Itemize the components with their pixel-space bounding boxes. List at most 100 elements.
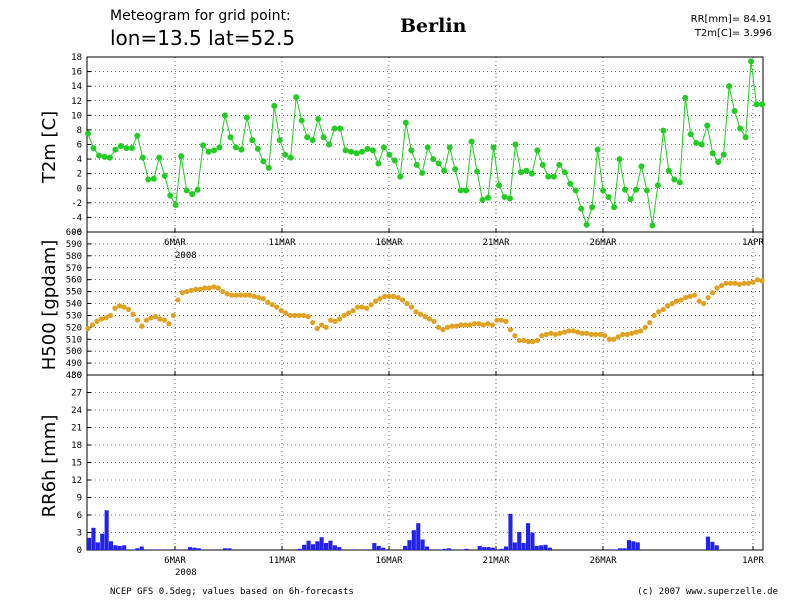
y-tick-label: 590 [66, 240, 82, 250]
t2m-point [490, 144, 497, 151]
t2m-point [485, 194, 492, 201]
h500-point [709, 290, 716, 296]
x-tick-label: 21MAR [482, 238, 510, 248]
rr-bar [613, 549, 618, 550]
rr-bar [420, 539, 425, 550]
rr-bar [635, 542, 640, 550]
t2m-point [495, 182, 502, 189]
rr-bar [306, 540, 311, 550]
y-tick-label: 0 [77, 184, 82, 194]
h500-point [125, 306, 132, 313]
h500-point [363, 305, 370, 311]
h500-point [399, 297, 406, 303]
h500-point [453, 323, 460, 329]
h500-point [305, 314, 311, 320]
t2m-point [106, 154, 113, 161]
h500-point [148, 315, 154, 321]
y-tick-label: 18 [71, 441, 82, 451]
t2m-point [698, 141, 705, 148]
h500-point [215, 285, 221, 291]
h500-point [323, 324, 329, 330]
t2m-point [391, 157, 398, 164]
t2m-point [572, 187, 579, 194]
t2m-point [556, 161, 563, 168]
x-tick-label: 1APR [742, 556, 764, 566]
h500-point [408, 304, 415, 310]
h500-point [202, 285, 208, 291]
h500-point [750, 279, 756, 285]
h500-point [233, 292, 239, 298]
t2m-point [402, 119, 409, 126]
t2m-point [123, 145, 130, 152]
h500-point [332, 318, 338, 324]
h500-point [166, 321, 172, 327]
h500-point [516, 337, 522, 344]
y-tick-label: 18 [71, 53, 82, 63]
rr-bar [166, 549, 171, 550]
t2m-point [512, 141, 519, 148]
t2m-point [134, 132, 141, 139]
t2m-point [232, 144, 239, 151]
h500-point [206, 285, 212, 291]
t2m-point [457, 187, 464, 194]
t2m-point [709, 150, 716, 157]
t2m-point [731, 107, 738, 114]
h500-point [602, 333, 608, 339]
h500-point [103, 315, 109, 321]
h500-point [539, 333, 545, 339]
h500-point [417, 311, 424, 317]
y-tick-label: 27 [71, 389, 82, 399]
h500-point [692, 292, 698, 298]
t2m-point [276, 137, 283, 144]
footer-source: NCEP GFS 0.5deg; values based on 6h-fore… [110, 587, 354, 597]
h500-point [121, 304, 127, 310]
t2m-point [501, 194, 508, 200]
y-tick-label: 560 [66, 276, 82, 286]
rr-bar [174, 549, 179, 550]
t2m-line [87, 61, 762, 227]
t2m-point [216, 144, 223, 151]
t2m-point [715, 159, 722, 165]
h500-point [179, 290, 185, 296]
t2m-point [600, 187, 607, 194]
h500-point [152, 314, 158, 320]
t2m-point [534, 147, 541, 154]
y-tick-label: -2 [71, 199, 82, 209]
t2m-point [523, 167, 530, 174]
h500-point [139, 323, 145, 329]
h500-point [238, 292, 244, 298]
x-tick-label: 26MAR [589, 238, 617, 248]
y-tick-label: 10 [71, 111, 82, 121]
h500-point [489, 322, 495, 328]
h500-point [687, 293, 693, 299]
y-tick-label: 14 [71, 82, 82, 92]
x-tick-label: 21MAR [482, 556, 510, 566]
rr-bar [319, 537, 324, 550]
h500-point [328, 317, 334, 323]
h500-point [521, 337, 527, 344]
t2m-point [561, 169, 568, 176]
t2m-point [676, 179, 683, 186]
h500-point [669, 300, 675, 307]
y-tick-label: 550 [66, 288, 82, 298]
t2m-point [567, 180, 574, 187]
h500-point [395, 294, 401, 301]
rr-bar [227, 548, 232, 551]
t2m-point [671, 176, 678, 183]
t2m-point [249, 137, 256, 144]
h500-point [381, 293, 388, 299]
h500-point [220, 288, 226, 295]
t2m-mean-label: T2m[C]= 3.996 [694, 28, 772, 39]
t2m-point [304, 134, 311, 141]
t2m-point [726, 83, 733, 90]
y-tick-label: 9 [77, 494, 82, 504]
y-tick-label: 30 [71, 371, 82, 381]
t2m-point [665, 167, 672, 174]
y-tick-label: 570 [66, 264, 82, 274]
t2m-point [622, 186, 629, 193]
t2m-point [616, 156, 623, 163]
h500-point [575, 329, 581, 335]
rr-bar [477, 545, 482, 550]
t2m-point [408, 147, 415, 154]
